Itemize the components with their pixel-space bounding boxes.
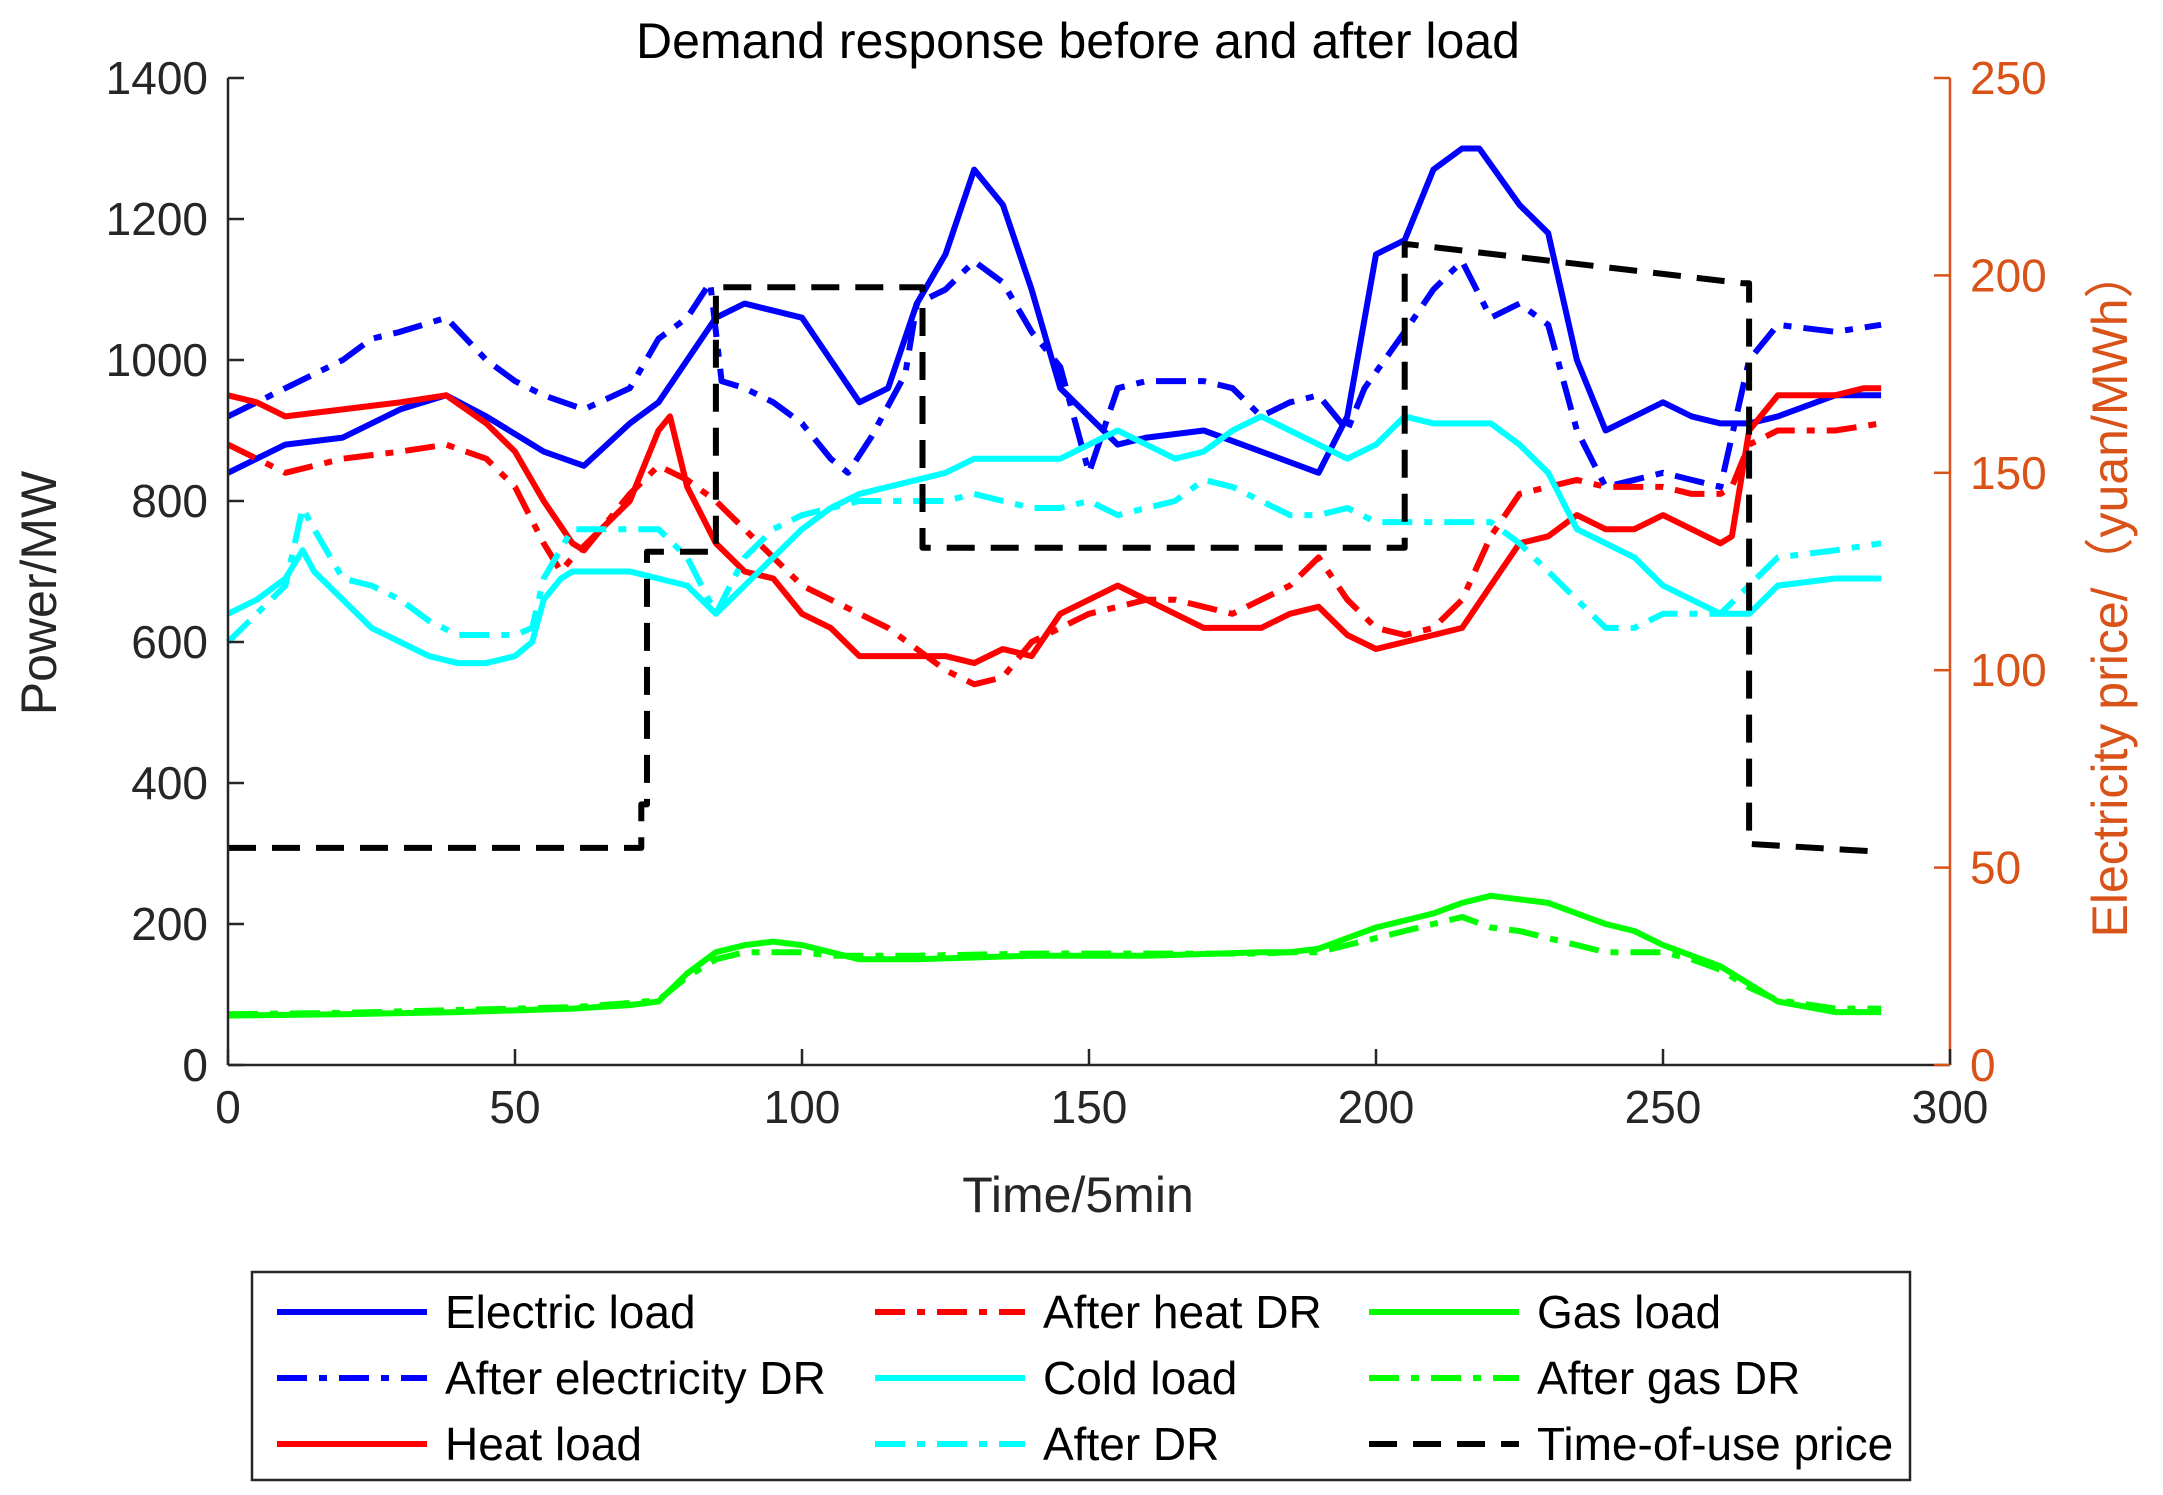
y-tick-label: 1400 [106, 52, 208, 104]
y-tick-label: 400 [131, 757, 208, 809]
legend-label: After heat DR [1043, 1286, 1322, 1338]
y-axis-title: Power/MW [11, 470, 67, 715]
x-axis-title: Time/5min [962, 1167, 1194, 1223]
chart-title: Demand response before and after load [636, 13, 1520, 69]
axes-layer: 0 50 100 150 200 250 3000200400600800100012001… [106, 52, 2047, 1133]
y2-tick-label: 50 [1970, 842, 2021, 894]
series-line-4 [226, 413, 1882, 667]
series-line-5 [225, 476, 1882, 645]
x-tick-label: 0 [215, 1081, 241, 1133]
legend-item: After electricity DR [277, 1352, 826, 1404]
legend-label: Heat load [445, 1418, 642, 1470]
legend-item: Electric load [277, 1286, 696, 1338]
legend-item: After DR [875, 1418, 1219, 1470]
series-line-6 [227, 892, 1882, 1019]
y-tick-label: 600 [131, 616, 208, 668]
legend-item: Gas load [1369, 1286, 1721, 1338]
legend-item: Cold load [875, 1352, 1237, 1404]
x-tick-label: 300 [1912, 1081, 1989, 1133]
legend-item: Heat load [277, 1418, 642, 1470]
legend: Electric load After electricity DR Heat lo… [250, 1270, 1912, 1482]
y-tick-label: 800 [131, 475, 208, 527]
y-tick-label: 1000 [106, 334, 208, 386]
y-tick-label: 0 [182, 1039, 208, 1091]
y2-tick-label: 250 [1970, 52, 2047, 104]
series-line-2 [227, 385, 1882, 667]
legend-label: Cold load [1043, 1352, 1237, 1404]
y2-tick-label: 0 [1970, 1039, 1996, 1091]
series-line-8 [228, 240, 1882, 855]
series-line-1 [226, 258, 1882, 490]
y2-axis-title: Electricity price/（yuan/MWh） [2082, 248, 2138, 937]
series-line-3 [226, 420, 1882, 688]
series-line-0 [226, 145, 1882, 476]
x-tick-label: 250 [1625, 1081, 1702, 1133]
y-tick-label: 200 [131, 898, 208, 950]
legend-label: After DR [1043, 1418, 1219, 1470]
legend-label: Electric load [445, 1286, 696, 1338]
legend-item: After heat DR [875, 1286, 1322, 1338]
legend-box [250, 1270, 1912, 1482]
y-tick-label: 1200 [106, 193, 208, 245]
legend-label: After electricity DR [445, 1352, 826, 1404]
legend-label: After gas DR [1537, 1352, 1800, 1404]
y2-tick-label: 100 [1970, 644, 2047, 696]
y2-tick-label: 200 [1970, 249, 2047, 301]
legend-label: Gas load [1537, 1286, 1721, 1338]
legend-label: Time-of-use price [1537, 1418, 1893, 1470]
x-tick-label: 50 [489, 1081, 540, 1133]
x-tick-label: 200 [1338, 1081, 1415, 1133]
x-tick-label: 150 [1051, 1081, 1128, 1133]
y2-tick-label: 150 [1970, 447, 2047, 499]
legend-item: Time-of-use price [1369, 1418, 1893, 1470]
legend-item: After gas DR [1369, 1352, 1800, 1404]
x-tick-label: 100 [764, 1081, 841, 1133]
series-layer [225, 145, 1882, 1019]
